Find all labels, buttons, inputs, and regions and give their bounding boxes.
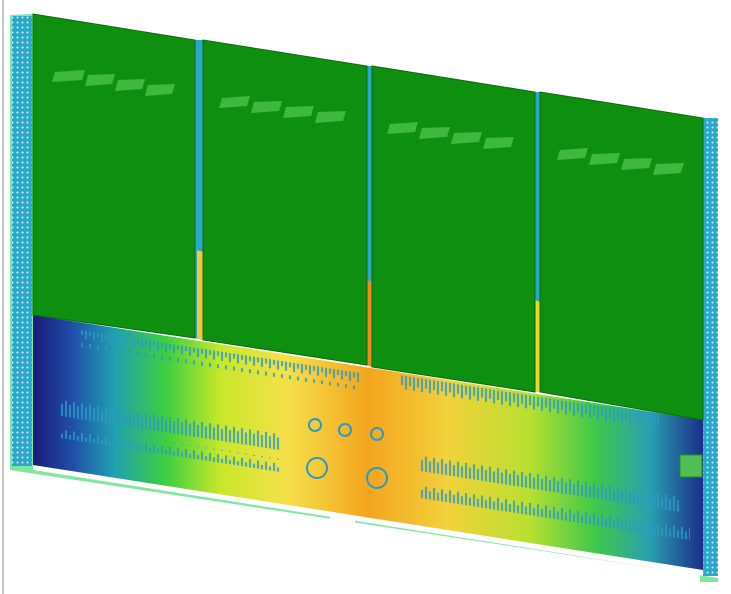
card (540, 92, 703, 420)
component (680, 455, 702, 477)
render-view (0, 0, 731, 594)
card (33, 14, 195, 338)
slot-heat (367, 280, 372, 367)
card (372, 66, 535, 392)
slot-heat (197, 250, 203, 340)
card (203, 40, 367, 365)
slot-heat (535, 300, 540, 392)
page (0, 0, 731, 594)
right-strip (703, 118, 718, 576)
left-strip (12, 16, 32, 466)
